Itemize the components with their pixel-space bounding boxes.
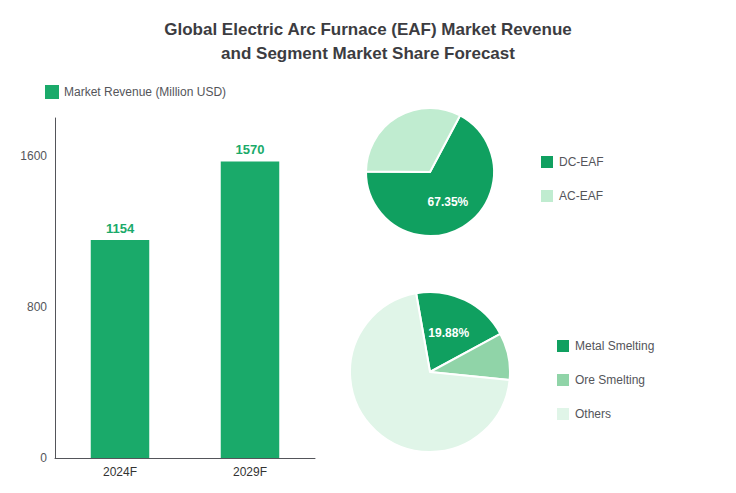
- svg-text:AC-EAF: AC-EAF: [559, 189, 603, 203]
- svg-text:19.88%: 19.88%: [428, 326, 469, 340]
- svg-text:1570: 1570: [236, 142, 265, 157]
- svg-text:Metal Smelting: Metal Smelting: [575, 339, 654, 353]
- svg-text:2024F: 2024F: [103, 465, 137, 479]
- svg-text:0: 0: [40, 451, 47, 465]
- svg-text:Market Revenue (Million USD): Market Revenue (Million USD): [64, 85, 226, 99]
- svg-text:Others: Others: [575, 407, 611, 421]
- svg-text:Ore Smelting: Ore Smelting: [575, 373, 645, 387]
- svg-text:800: 800: [27, 300, 47, 314]
- svg-text:Global Electric Arc Furnace (E: Global Electric Arc Furnace (EAF) Market…: [164, 20, 572, 39]
- svg-text:DC-EAF: DC-EAF: [559, 155, 604, 169]
- svg-text:1154: 1154: [106, 221, 135, 236]
- svg-text:67.35%: 67.35%: [428, 195, 469, 209]
- svg-text:2029F: 2029F: [233, 465, 267, 479]
- svg-text:1600: 1600: [20, 149, 47, 163]
- svg-text:and Segment Market Share Forec: and Segment Market Share Forecast: [221, 44, 515, 63]
